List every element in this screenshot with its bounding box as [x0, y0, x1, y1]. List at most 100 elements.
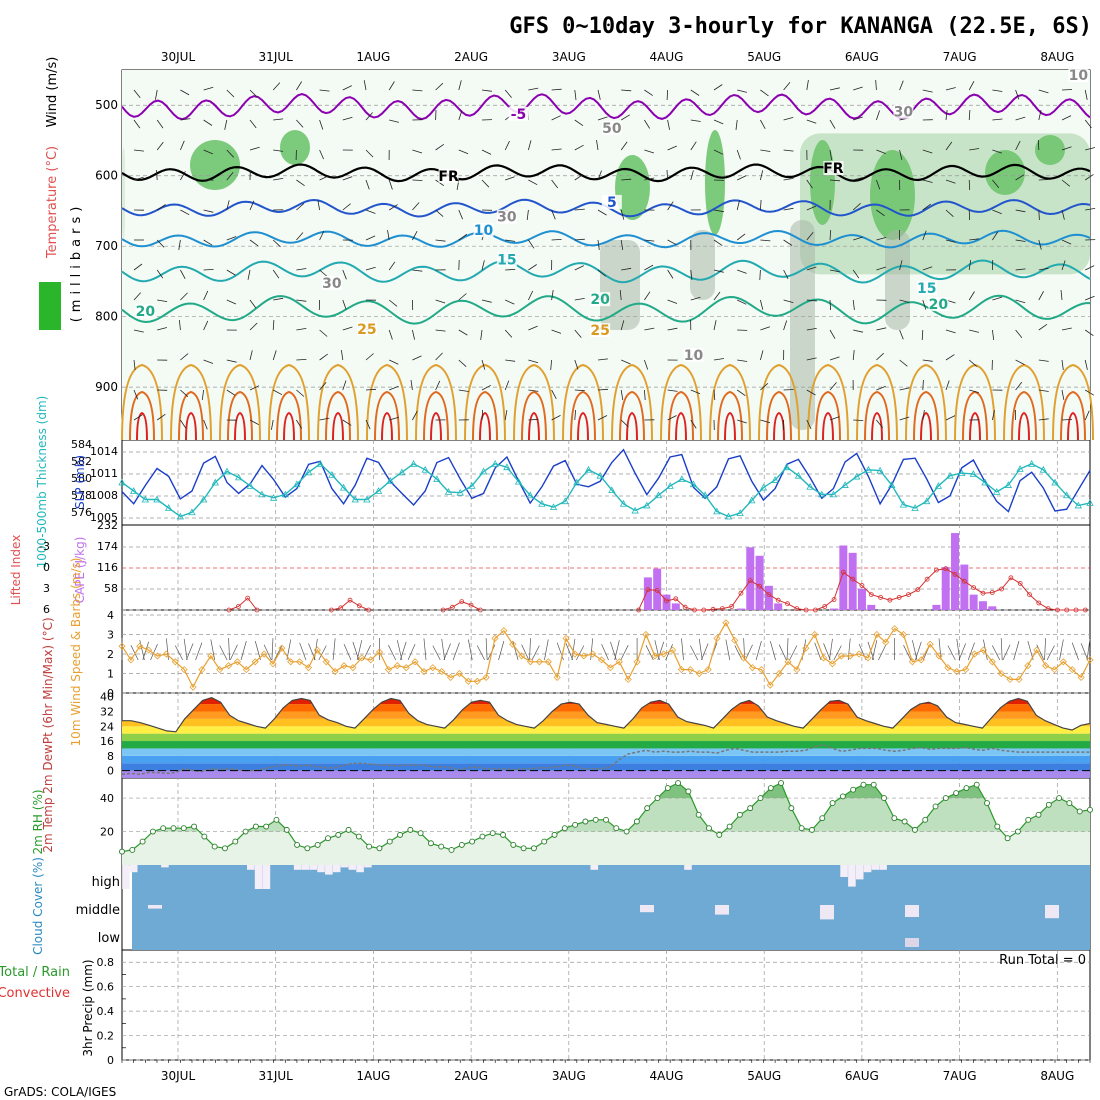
wind-speed-marker: [180, 666, 188, 674]
wind-barb: [597, 239, 600, 250]
contour-25: [513, 363, 555, 441]
rh-high-patch: [705, 130, 725, 235]
rh-marker: [366, 843, 373, 850]
precip-tick: 0.4: [97, 1005, 115, 1018]
wind-barb: [992, 179, 1000, 188]
wind-barb: [296, 299, 307, 302]
surface-wind-barb: [1036, 644, 1045, 661]
wind-barb: [666, 169, 668, 181]
precip-label: 3hr Precip (mm): [81, 959, 95, 1056]
wind-tick: 3: [107, 629, 114, 642]
lifted-index-line: [442, 601, 481, 611]
contour-30: [276, 390, 302, 441]
contour-30: [668, 390, 694, 441]
rh-marker: [1035, 811, 1042, 818]
contour-35: [332, 411, 344, 441]
lifted-index-marker: [468, 602, 474, 608]
surface-wind-barb: [485, 638, 488, 661]
rh-marker: [839, 793, 846, 800]
wind-barb: [458, 209, 463, 220]
contour-freezing: [121, 163, 1091, 183]
wind-barb: [203, 359, 214, 364]
wind-barb: [226, 172, 234, 181]
date-label-top: 8AUG: [1040, 50, 1074, 64]
surface-wind-barb: [789, 645, 798, 661]
cloud-high-bar: [309, 865, 318, 870]
wind-barb: [505, 239, 516, 242]
wind-speed-marker: [660, 650, 668, 658]
wind-barb: [249, 299, 257, 309]
wind-barb: [224, 119, 228, 130]
wind-barb: [992, 89, 1003, 92]
contour-30: [619, 390, 645, 441]
wind-barb: [319, 89, 330, 92]
contour-25: [905, 363, 947, 441]
wind-barb: [1060, 290, 1063, 301]
cape-bar: [755, 555, 764, 610]
thickness-marker: [724, 512, 733, 520]
thickness-marker: [374, 487, 383, 494]
rh-marker: [232, 838, 239, 845]
wind-barb: [737, 299, 747, 305]
surface-wind-barb: [343, 643, 352, 661]
wind-barb: [829, 229, 832, 241]
wind-barb: [249, 419, 259, 426]
wind-speed-marker: [882, 638, 890, 646]
wind-barb: [713, 119, 724, 125]
wind-barb: [969, 148, 980, 151]
wind-barb: [945, 239, 956, 243]
wind-speed-marker: [260, 650, 268, 658]
contour-30: [815, 390, 841, 441]
wind-barb: [876, 110, 880, 121]
lifted-index-marker: [924, 576, 930, 582]
wind-barb: [760, 119, 766, 129]
cape-bar: [978, 601, 987, 610]
cape-bar: [932, 604, 941, 610]
wind-barb: [876, 352, 884, 361]
wind-barb: [574, 409, 576, 421]
wind-speed-marker: [828, 660, 837, 668]
contour-25: [219, 363, 261, 441]
lifted-index-marker: [1027, 592, 1032, 597]
wind-speed-marker: [695, 669, 703, 678]
wind-barb: [713, 358, 724, 361]
cloud-high-bar: [340, 865, 349, 868]
cloud-middle-bar: [905, 905, 919, 917]
date-label-bottom: 5AUG: [747, 1069, 781, 1083]
contour-25: [1003, 363, 1045, 441]
wind-barb: [179, 319, 181, 331]
wind-barb: [829, 356, 840, 361]
wind-barb: [273, 297, 284, 301]
wind-barb: [899, 299, 910, 303]
wind-speed-marker: [118, 642, 126, 650]
wind-barb: [876, 385, 886, 391]
rh-marker: [664, 785, 671, 791]
cape-right-tick: 232: [97, 519, 118, 532]
rh-marker: [263, 823, 270, 830]
wind-barb: [551, 329, 562, 334]
wind-barb: [412, 149, 423, 154]
wind-barb: [852, 350, 855, 361]
wind-barb: [737, 269, 747, 274]
surface-wind-barb: [195, 642, 203, 661]
rh-marker: [469, 838, 476, 845]
rh-tick: 40: [100, 792, 114, 805]
rh-marker: [273, 816, 280, 823]
wind-barb: [945, 87, 956, 91]
surface-wind-barb: [441, 638, 446, 661]
panel-frame-precip: [121, 949, 1091, 1061]
y-tick-label: 900: [95, 380, 118, 394]
rh-marker: [458, 841, 465, 848]
wind-barb: [1038, 389, 1049, 392]
wind-barb: [852, 203, 861, 211]
rh-marker: [129, 846, 136, 853]
wind-speed-marker: [589, 650, 597, 658]
wind-barb: [157, 299, 168, 302]
wind-barb: [203, 419, 208, 430]
wind-barb: [876, 419, 884, 428]
wind-barb: [899, 387, 910, 391]
wind-barb: [435, 239, 446, 242]
surface-wind-barb: [183, 638, 188, 661]
wind-barb: [180, 419, 187, 429]
wind-barb: [1085, 208, 1096, 211]
